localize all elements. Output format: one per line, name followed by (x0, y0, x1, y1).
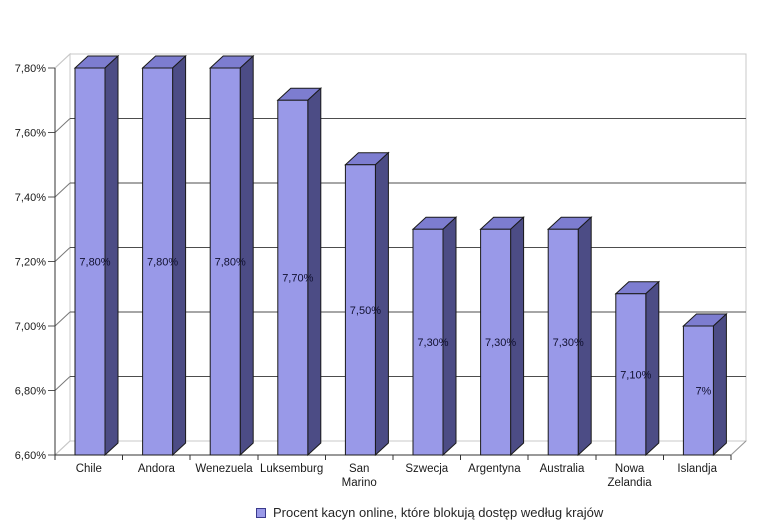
legend-label: Procent kacyn online, które blokują dost… (273, 505, 604, 520)
tick-connector (54, 53, 71, 69)
value-label: 7,30% (553, 337, 584, 349)
bar-side-Wenezuela (239, 54, 254, 457)
value-label: 7,80% (147, 257, 178, 269)
x-category-label: Marino (342, 477, 377, 489)
bar-Argentyna (480, 228, 512, 456)
x-category-label: Szwecja (405, 463, 448, 475)
bar-Chile (74, 67, 106, 456)
value-label: 7,70% (282, 273, 313, 285)
x-category-label: Islandja (677, 463, 717, 475)
bar-side-Luksemburg (307, 87, 322, 457)
legend: Procent kacyn online, które blokują dost… (256, 505, 603, 520)
x-axis-depth-edge (730, 440, 747, 456)
tick-connector (54, 376, 71, 391)
bar-Australia (547, 228, 579, 456)
bar-side-Nowa Zelandia (645, 280, 660, 457)
bar-Szwecja (412, 228, 444, 456)
bar-Islandja (682, 325, 714, 456)
y-tick-label: 7,20% (15, 257, 46, 269)
bar-Wenezuela (209, 67, 241, 456)
y-tick-label: 6,60% (15, 450, 46, 462)
bar-side-San Marino (374, 151, 389, 457)
tick-connector (54, 247, 71, 262)
bar-side-Argentyna (510, 216, 525, 457)
x-category-label: Nowa (615, 463, 645, 475)
bar-side-Australia (577, 216, 592, 457)
x-category-label: Argentyna (468, 463, 521, 475)
bar-side-Islandja (712, 312, 727, 457)
tick-connector (54, 311, 71, 327)
y-tick-label: 7,00% (15, 321, 46, 333)
legend-marker-icon (256, 507, 266, 518)
tick-connector (54, 118, 71, 133)
value-label: 7,80% (215, 257, 246, 269)
x-category-label: Wenezuela (195, 463, 253, 475)
x-category-label: Zelandia (608, 477, 653, 489)
x-category-label: Australia (540, 463, 585, 475)
value-label: 7,30% (485, 337, 516, 349)
y-tick-label: 7,80% (15, 63, 46, 75)
y-tick-label: 7,60% (15, 128, 46, 140)
tick-connector (54, 182, 71, 198)
value-label: 7,50% (350, 305, 381, 317)
bar-San Marino (344, 164, 376, 456)
y-tick-label: 6,80% (15, 386, 46, 398)
x-category-label: Andora (138, 463, 176, 475)
bar-side-Szwecja (442, 216, 457, 457)
bar-side-Chile (104, 54, 119, 457)
bar-Nowa Zelandia (615, 293, 647, 456)
value-label: 7,30% (417, 337, 448, 349)
value-label: 7% (695, 386, 711, 398)
x-category-label: Chile (76, 463, 102, 475)
bar-Luksemburg (277, 99, 309, 456)
value-label: 7,10% (620, 369, 651, 381)
tick-connector (54, 440, 71, 456)
x-category-label: Luksemburg (260, 463, 323, 475)
x-category-label: San (349, 463, 369, 475)
bar-side-Andora (172, 54, 187, 457)
y-tick-label: 7,40% (15, 192, 46, 204)
value-label: 7,80% (79, 257, 110, 269)
bar-Andora (142, 67, 174, 456)
